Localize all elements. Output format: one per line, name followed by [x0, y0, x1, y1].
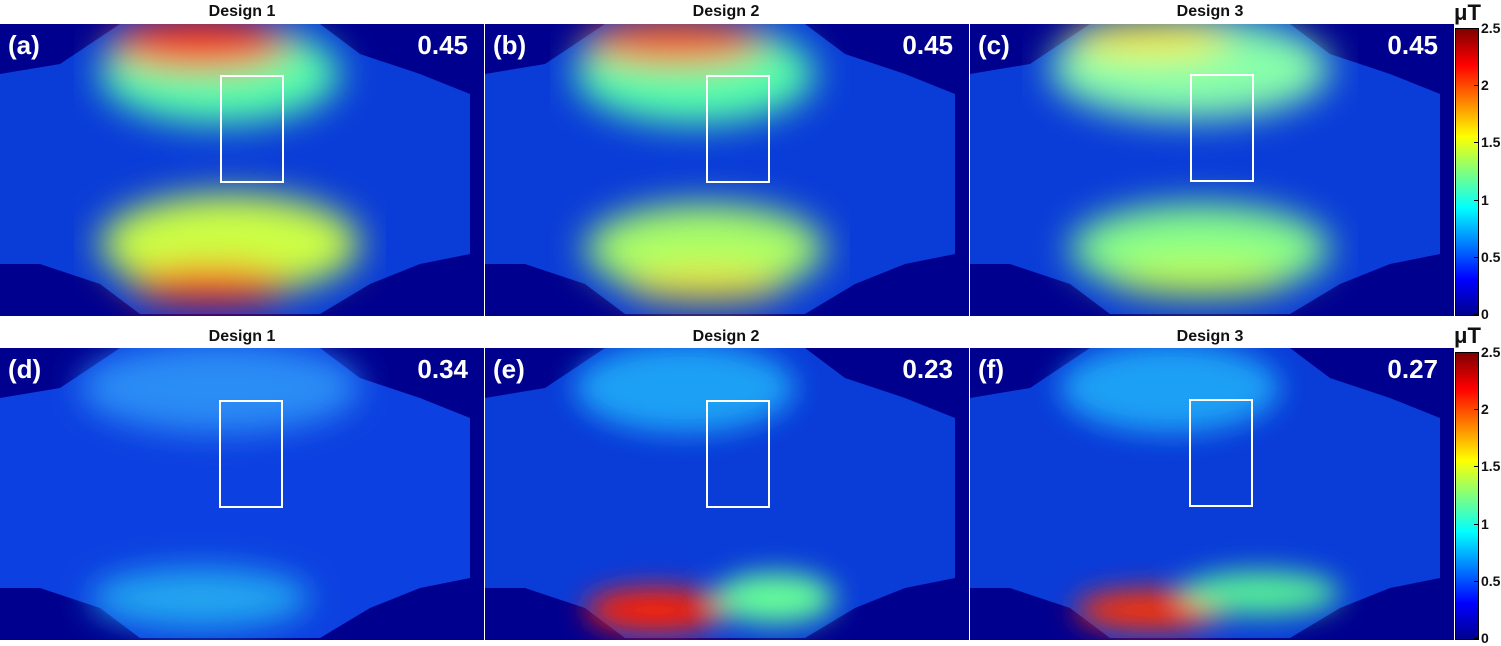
roi-box-b: [706, 75, 770, 183]
colorbar-tick-label: 1.5: [1481, 458, 1501, 475]
heatmap-panel-f: (f) 0.27: [970, 348, 1454, 640]
colorbar-unit-top: μT: [1454, 0, 1481, 25]
hotspot-bottom-a: [100, 194, 360, 294]
panel-label-a: (a): [8, 30, 40, 60]
heatmap-panel-e: (e) 0.23: [485, 348, 969, 640]
hotspot-bottom-right-e: [715, 573, 835, 623]
hotspot-top-f: [1060, 348, 1280, 433]
colorbar-tick-mark: [1474, 142, 1478, 144]
field-region-d: [0, 348, 470, 638]
colorbar-tick-mark: [1474, 580, 1478, 582]
hotspot-top-core-b: [585, 24, 765, 64]
colorbar-tick-mark: [1474, 314, 1478, 315]
colorbar-tick-mark: [1474, 352, 1478, 353]
colorbar-tick-mark: [1474, 85, 1478, 87]
colorbar-tick-label: 2.5: [1481, 344, 1501, 360]
roi-box-e: [706, 400, 770, 508]
roi-box-d: [219, 400, 283, 508]
colorbar-unit-bottom: μT: [1454, 323, 1481, 348]
panel-value-a: 0.45: [417, 30, 468, 60]
hotspot-bottom-right-f: [1180, 571, 1340, 615]
hotspot-bottom-core-c: [1110, 263, 1290, 295]
panel-title-c: Design 3: [1176, 3, 1244, 20]
heatmap-c: [970, 24, 1440, 314]
field-region-e: [485, 348, 955, 638]
colorbar-tick-mark: [1474, 28, 1478, 29]
panel-value-d: 0.34: [417, 354, 468, 384]
colorbar-tick-mark: [1474, 256, 1478, 258]
panel-label-e: (e): [493, 354, 525, 384]
panel-label-d: (d): [8, 354, 42, 384]
hotspot-bottom-core-b: [625, 272, 785, 300]
colorbar-tick-label: 2: [1481, 401, 1489, 418]
panel-label-f: (f): [978, 354, 1004, 384]
heatmap-a: [0, 24, 470, 314]
panel-value-c: 0.45: [1387, 30, 1438, 60]
roi-box-c: [1190, 74, 1254, 182]
colorbar-tick-mark: [1474, 638, 1478, 639]
panel-label-c: (c): [978, 30, 1010, 60]
heatmap-panel-c: (c) 0.45: [970, 24, 1454, 316]
colorbar-top: [1455, 28, 1479, 316]
colorbar-tick-label: 0: [1481, 630, 1489, 646]
panel-title-d: Design 1: [208, 328, 276, 345]
hotspot-top-core-c: [1070, 24, 1230, 57]
colorbar-tick-label: 1: [1481, 191, 1489, 208]
hotspot-bottom-b: [585, 204, 825, 294]
panel-title-e: Design 2: [692, 328, 760, 345]
heatmap-d: [0, 348, 470, 638]
colorbar-tick-label: 2: [1481, 77, 1489, 94]
heatmap-panel-d: (d) 0.34: [0, 348, 484, 640]
colorbar-tick-mark: [1474, 466, 1478, 468]
heatmap-panel-a: (a) 0.45: [0, 24, 484, 316]
colorbar-tick-label: 1.5: [1481, 134, 1501, 151]
colorbar-tick-label: 1: [1481, 515, 1489, 532]
hotspot-top-e: [575, 348, 795, 433]
colorbar-tick-mark: [1474, 523, 1478, 525]
field-region-f: [970, 348, 1440, 638]
panel-value-f: 0.27: [1387, 354, 1438, 384]
panel-value-b: 0.45: [902, 30, 953, 60]
hotspot-bottom-left-e: [585, 588, 725, 632]
colorbar-bottom: [1455, 352, 1479, 640]
panel-title-b: Design 2: [692, 3, 760, 20]
panel-value-e: 0.23: [902, 354, 953, 384]
colorbar-tick-label: 0.5: [1481, 572, 1501, 589]
colorbar-tick-mark: [1474, 409, 1478, 411]
hotspot-top-d: [80, 348, 360, 433]
roi-box-a: [220, 75, 284, 183]
heatmap-panel-b: (b) 0.45: [485, 24, 969, 316]
panel-title-f: Design 3: [1176, 328, 1244, 345]
hotspot-bottom-d: [90, 568, 310, 628]
colorbar-tick-mark: [1474, 199, 1478, 201]
hotspot-bottom-core-a: [130, 268, 290, 304]
colorbar-tick-label: 2.5: [1481, 20, 1501, 36]
colorbar-tick-label: 0.5: [1481, 248, 1501, 265]
heatmap-b: [485, 24, 955, 314]
heatmap-f: [970, 348, 1440, 638]
panel-title-a: Design 1: [208, 3, 276, 20]
panel-label-b: (b): [493, 30, 527, 60]
heatmap-e: [485, 348, 955, 638]
hotspot-top-core-a: [110, 24, 290, 69]
colorbar-tick-label: 0: [1481, 306, 1489, 322]
roi-box-f: [1189, 399, 1253, 507]
